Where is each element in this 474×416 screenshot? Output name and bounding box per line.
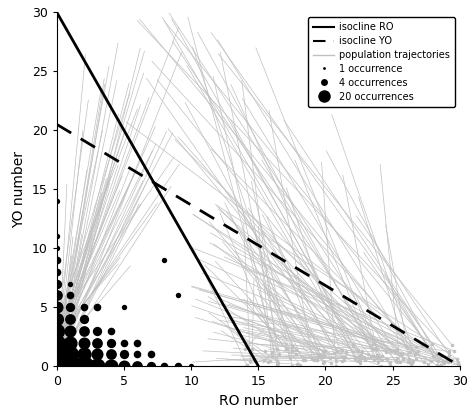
Point — [147, 363, 155, 369]
Point — [107, 327, 114, 334]
Point — [66, 363, 74, 369]
Point — [93, 339, 101, 346]
Legend: isocline RO, isocline YO, population trajectories, 1 occurrence, 4 occurrences, : isocline RO, isocline YO, population tra… — [308, 17, 455, 106]
Point — [80, 339, 88, 346]
Point — [53, 339, 61, 346]
Point — [80, 304, 88, 310]
Point — [53, 257, 61, 263]
Point — [134, 351, 141, 358]
Point — [80, 327, 88, 334]
Point — [161, 257, 168, 263]
Point — [53, 280, 61, 287]
Point — [134, 363, 141, 369]
Point — [53, 327, 61, 334]
Point — [161, 363, 168, 369]
Point — [53, 245, 61, 252]
Y-axis label: YO number: YO number — [12, 151, 27, 228]
Point — [120, 363, 128, 369]
Point — [80, 316, 88, 322]
Point — [93, 304, 101, 310]
Point — [53, 233, 61, 240]
Point — [66, 280, 74, 287]
Point — [53, 268, 61, 275]
Point — [66, 304, 74, 310]
Point — [187, 363, 195, 369]
Point — [120, 339, 128, 346]
Point — [66, 339, 74, 346]
Point — [134, 339, 141, 346]
Point — [53, 363, 61, 369]
Point — [147, 351, 155, 358]
Point — [93, 327, 101, 334]
Point — [120, 304, 128, 310]
Point — [174, 292, 182, 299]
Point — [107, 351, 114, 358]
Point — [53, 292, 61, 299]
Point — [174, 363, 182, 369]
Point — [66, 316, 74, 322]
Point — [53, 316, 61, 322]
Point — [93, 351, 101, 358]
Point — [53, 304, 61, 310]
Point — [93, 363, 101, 369]
Point — [53, 351, 61, 358]
Point — [107, 363, 114, 369]
Point — [107, 339, 114, 346]
Point — [66, 351, 74, 358]
Point — [66, 292, 74, 299]
Point — [53, 198, 61, 204]
Point — [120, 351, 128, 358]
X-axis label: RO number: RO number — [219, 394, 298, 408]
Point — [80, 363, 88, 369]
Point — [66, 327, 74, 334]
Point — [80, 351, 88, 358]
